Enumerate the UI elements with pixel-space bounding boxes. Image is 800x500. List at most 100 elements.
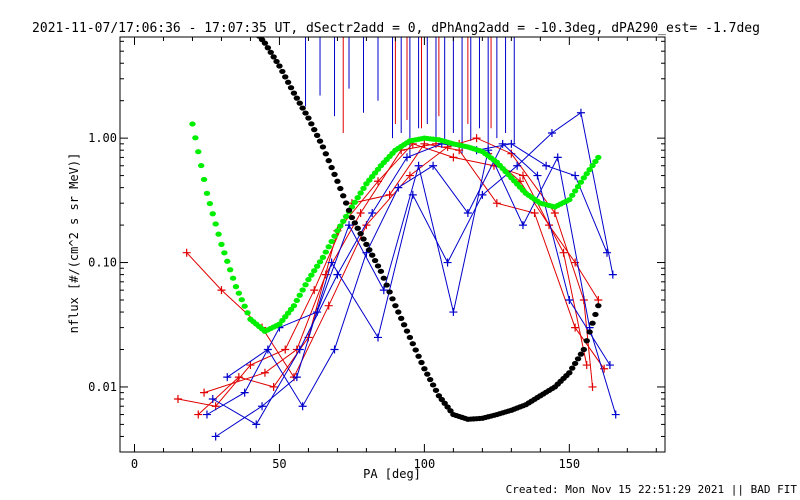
blue-plus-marker: [611, 410, 620, 419]
black-fit-dot: [574, 356, 582, 362]
black-fit-dot: [287, 85, 295, 91]
red-plus-marker: [194, 410, 203, 419]
green-fit-dot: [203, 190, 211, 196]
green-fit-dot: [238, 297, 245, 303]
black-fit-dot: [369, 252, 376, 258]
black-fit-dot: [290, 90, 298, 96]
black-fit-dot: [337, 185, 344, 192]
x-tick-label: 50: [272, 457, 286, 471]
black-fit-dot: [403, 328, 411, 334]
green-fit-dot: [215, 231, 222, 237]
green-fit-dot: [319, 254, 327, 260]
black-fit-dot: [366, 247, 373, 253]
blue-plus-marker: [327, 258, 336, 267]
green-fit-dot: [221, 250, 228, 256]
black-fit-dot: [325, 158, 332, 164]
green-fit-dot: [589, 162, 596, 169]
black-fit-dot: [395, 309, 402, 315]
black-fit-dot: [270, 54, 277, 60]
red-plus-marker: [173, 395, 182, 404]
black-fit-dot: [380, 275, 388, 281]
green-fit-dot: [334, 228, 341, 234]
green-fit-dot: [229, 275, 237, 281]
green-fit-dot: [313, 263, 321, 269]
green-fit-dot: [328, 238, 335, 245]
black-fit-dot: [386, 289, 393, 295]
black-fit-dot: [377, 268, 385, 274]
green-fit-dot: [235, 290, 243, 296]
red-plus-marker: [594, 295, 603, 304]
blue-plus-marker: [542, 161, 551, 170]
red-plus-marker: [260, 368, 269, 377]
green-fit-dot: [212, 221, 219, 227]
red-plus-marker: [518, 171, 527, 180]
red-plus-marker: [269, 382, 278, 391]
green-fit-dot: [325, 244, 332, 250]
red-plus-marker: [385, 190, 394, 199]
black-fit-dot: [397, 315, 405, 321]
black-fit-dot: [296, 100, 303, 106]
blue-plus-marker: [547, 128, 556, 137]
green-fit-dot: [360, 185, 367, 191]
black-fit-dot: [426, 376, 434, 383]
red-plus-marker: [571, 323, 580, 332]
green-fit-dot: [566, 197, 573, 203]
black-fit-dot: [577, 351, 585, 357]
green-fit-dot: [290, 303, 298, 309]
black-fit-dot: [383, 282, 390, 288]
black-fit-dot: [412, 347, 419, 353]
y-axis-label: nflux [#/(cm^2 s sr MeV)]: [67, 153, 81, 334]
green-fit-dot: [287, 306, 295, 312]
green-fit-dot: [316, 259, 324, 265]
green-fit-dot: [296, 292, 303, 298]
red-plus-marker: [356, 209, 365, 218]
black-fit-dot: [586, 329, 593, 335]
black-fit-dot: [284, 79, 292, 85]
green-fit-dot: [209, 211, 216, 217]
green-fit-dot: [595, 154, 602, 161]
x-axis: 0 50 100 150: [131, 37, 657, 471]
black-fit-dot: [293, 95, 301, 101]
blue-plus-marker: [208, 395, 217, 404]
blue-plus-marker: [429, 161, 438, 170]
black-fit-dot: [311, 127, 318, 133]
black-fit-dot: [569, 365, 576, 371]
black-fit-dot: [273, 58, 280, 65]
green-fit-dot: [200, 176, 208, 183]
x-axis-label: PA [deg]: [363, 467, 421, 481]
black-fit-dot: [345, 207, 353, 213]
blue-plus-marker: [518, 221, 527, 230]
green-fit-dot: [357, 190, 364, 196]
blue-series-line: [227, 142, 611, 408]
black-fit-dot: [267, 49, 274, 55]
black-fit-dot: [589, 320, 596, 326]
black-fit-dot: [415, 353, 422, 359]
red-plus-marker: [449, 153, 458, 162]
green-fit-dot: [189, 121, 196, 127]
blue-plus-marker: [330, 345, 339, 354]
blue-plus-marker: [202, 410, 211, 419]
black-fit-dot: [334, 178, 341, 184]
green-fit-dot: [232, 284, 240, 290]
plot-frame: [119, 36, 666, 453]
plot-area: [173, 37, 620, 441]
red-plus-marker: [246, 361, 255, 370]
green-fit-dot: [577, 179, 585, 185]
y-tick-label: 1.00: [88, 131, 117, 145]
x-tick-label: 0: [131, 457, 138, 471]
footer-created-stamp: Created: Mon Nov 15 22:51:29 2021 || BAD…: [506, 483, 798, 496]
green-fit-dot: [226, 267, 234, 273]
black-fit-dot: [351, 220, 359, 226]
green-fit-dot: [592, 158, 599, 165]
black-fit-dot: [308, 121, 315, 127]
blue-plus-marker: [608, 270, 617, 279]
blue-plus-marker: [252, 420, 261, 429]
red-plus-marker: [582, 361, 591, 370]
black-fit-dot: [348, 214, 356, 221]
green-fit-dot: [311, 268, 318, 274]
green-fit-dot: [583, 171, 590, 177]
blue-plus-marker: [374, 333, 383, 342]
green-fit-dot: [276, 321, 283, 327]
blue-plus-marker: [443, 258, 452, 267]
blue-series-line: [215, 111, 614, 437]
